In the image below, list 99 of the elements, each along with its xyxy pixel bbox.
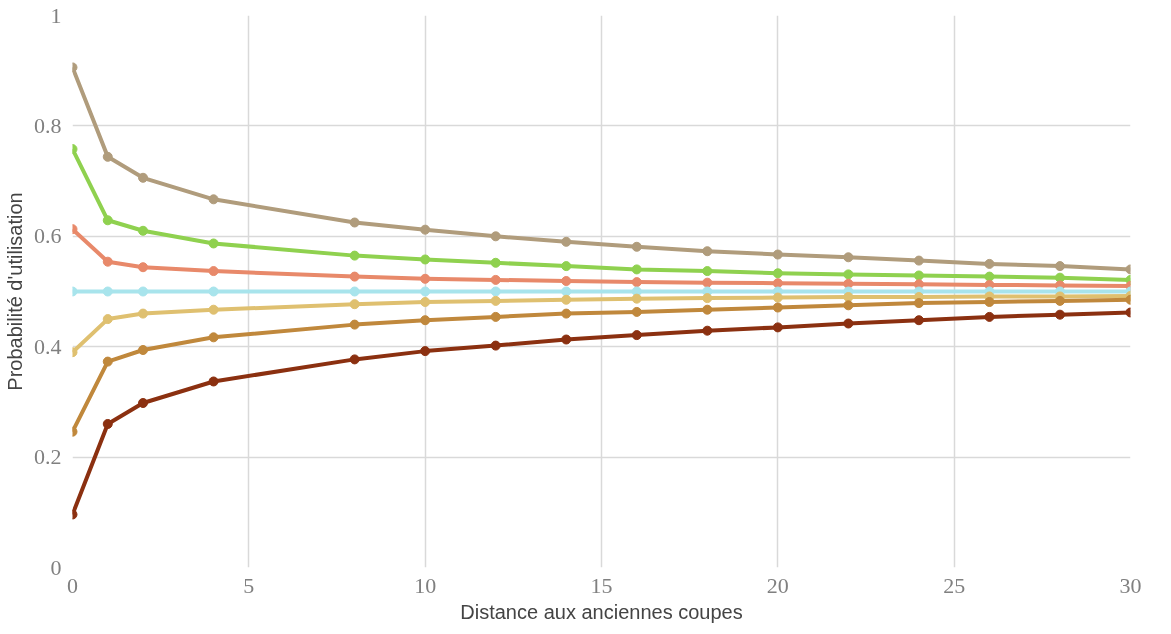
point — [420, 224, 431, 235]
point — [208, 266, 219, 277]
point — [631, 306, 642, 317]
point — [631, 241, 642, 252]
point — [772, 322, 783, 333]
point — [138, 225, 149, 236]
point — [561, 294, 572, 305]
x-tick-label: 5 — [243, 572, 255, 598]
point — [208, 376, 219, 387]
point — [984, 311, 995, 322]
point — [349, 286, 360, 297]
point — [208, 238, 219, 249]
point — [102, 286, 113, 297]
point — [102, 256, 113, 267]
point — [631, 293, 642, 304]
x-tick-label: 20 — [766, 572, 789, 598]
x-tick-label: 15 — [590, 572, 613, 598]
point — [102, 314, 113, 325]
point — [843, 252, 854, 263]
point — [561, 236, 572, 247]
point — [913, 315, 924, 326]
point — [420, 273, 431, 284]
point — [702, 266, 713, 277]
point — [102, 356, 113, 367]
point — [1054, 309, 1065, 320]
point — [984, 258, 995, 269]
point — [138, 172, 149, 183]
point — [561, 261, 572, 272]
point — [349, 299, 360, 310]
point — [913, 255, 924, 266]
point — [490, 257, 501, 268]
y-axis-title: Probabilité d'utilisation — [4, 192, 26, 391]
point — [631, 330, 642, 341]
point — [420, 254, 431, 265]
y-tick-label: 0 — [50, 554, 62, 580]
point — [984, 297, 995, 307]
point — [561, 286, 572, 297]
point — [772, 278, 783, 289]
point — [843, 269, 854, 280]
point — [208, 286, 219, 297]
x-tick-label: 30 — [1119, 572, 1142, 598]
point — [913, 298, 924, 309]
point — [772, 302, 783, 313]
point — [561, 334, 572, 345]
point — [208, 304, 219, 315]
point — [702, 304, 713, 315]
point — [913, 270, 924, 281]
point — [772, 292, 783, 303]
point — [490, 286, 501, 297]
point — [702, 246, 713, 257]
point — [772, 249, 783, 260]
y-tick-label: 1 — [50, 2, 62, 28]
point — [208, 332, 219, 343]
y-tick-label: 0.8 — [34, 112, 62, 138]
point — [490, 274, 501, 285]
point — [138, 308, 149, 319]
point — [843, 318, 854, 329]
point — [102, 151, 113, 162]
point — [138, 398, 149, 408]
point — [1054, 295, 1065, 306]
point — [631, 277, 642, 288]
point — [420, 297, 431, 307]
point — [490, 311, 501, 322]
point — [490, 340, 501, 351]
point — [1054, 272, 1065, 283]
point — [349, 271, 360, 282]
point — [843, 300, 854, 311]
point — [349, 217, 360, 228]
point — [561, 276, 572, 286]
point — [772, 268, 783, 279]
x-tick-label: 25 — [943, 572, 966, 598]
x-tick-label: 0 — [67, 572, 78, 598]
point — [138, 345, 149, 355]
point — [1054, 261, 1065, 272]
point — [631, 264, 642, 275]
point — [138, 262, 149, 273]
point — [349, 354, 360, 365]
point — [702, 277, 713, 288]
point — [138, 286, 149, 297]
y-tick-label: 0.4 — [34, 333, 62, 359]
point — [420, 315, 431, 326]
point — [349, 319, 360, 330]
point — [490, 231, 501, 242]
point — [561, 308, 572, 319]
point — [843, 278, 854, 289]
point — [349, 250, 360, 261]
point — [102, 418, 113, 429]
point — [420, 286, 431, 297]
point — [702, 325, 713, 336]
y-tick-label: 0.2 — [34, 444, 62, 470]
x-axis-title: Distance aux anciennes coupes — [460, 600, 743, 623]
point — [984, 271, 995, 282]
point — [490, 295, 501, 306]
point — [702, 293, 713, 304]
y-tick-label: 0.6 — [34, 223, 62, 249]
point — [420, 346, 431, 357]
point — [102, 215, 113, 226]
point — [208, 194, 219, 205]
x-tick-label: 10 — [414, 572, 437, 598]
